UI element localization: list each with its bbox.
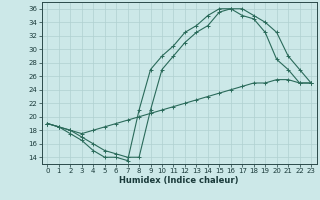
- X-axis label: Humidex (Indice chaleur): Humidex (Indice chaleur): [119, 176, 239, 185]
